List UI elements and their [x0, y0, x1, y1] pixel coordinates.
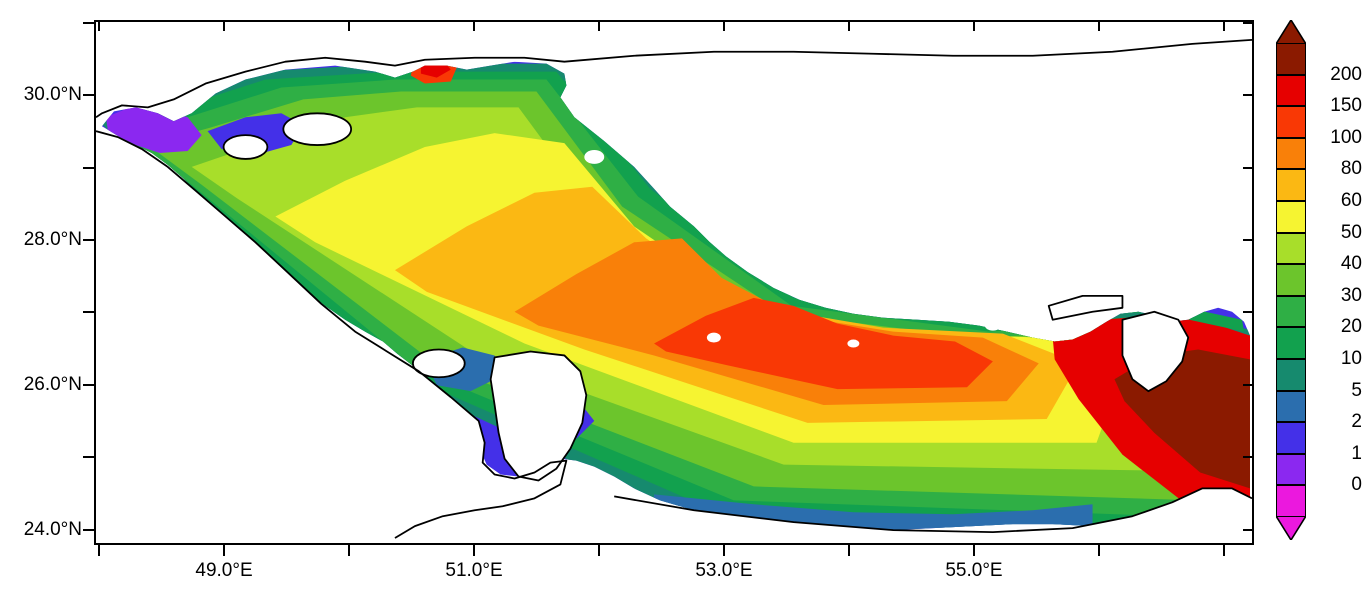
colorbar-tick-label: 20	[1340, 316, 1362, 338]
y-axis-label: 26.0°N	[23, 373, 82, 395]
colorbar-cell	[1276, 264, 1306, 296]
colorbar-tick-label: 50	[1340, 221, 1362, 243]
colorbar-cell	[1276, 74, 1306, 107]
x-axis-label: 51.0°E	[445, 560, 503, 581]
y-axis-tick-minor-right	[1243, 456, 1254, 459]
x-axis-tick-minor-top	[1222, 20, 1225, 31]
x-axis-tick-minor	[1222, 545, 1225, 556]
colorbar-cell	[1276, 169, 1306, 201]
colorbar-tick-label: 2	[1351, 411, 1362, 433]
bathymetry-map	[96, 22, 1252, 543]
y-axis-tick-major-right	[1243, 238, 1254, 241]
y-axis-tick-major	[83, 383, 94, 386]
x-axis-label: 55.0°E	[945, 560, 1003, 581]
x-axis-tick-major	[972, 545, 975, 556]
map-plot-frame	[94, 20, 1254, 545]
colorbar-tick-label: 200	[1330, 63, 1362, 85]
x-axis-tick-minor-top	[97, 20, 100, 31]
colorbar-cell	[1276, 232, 1306, 265]
colorbar-bottom-arrow	[1276, 516, 1306, 540]
x-axis-tick-minor	[597, 545, 600, 556]
x-axis-tick-major-top	[722, 20, 725, 31]
y-axis-label: 28.0°N	[23, 228, 82, 250]
colorbar-cell	[1276, 485, 1306, 517]
x-axis-tick-major	[722, 545, 725, 556]
colorbar-tick-label: 10	[1340, 348, 1362, 369]
y-axis-tick-major	[83, 528, 94, 531]
colorbar-tick-label: 30	[1340, 284, 1362, 306]
x-axis-tick-minor-top	[597, 20, 600, 31]
x-axis-tick-minor	[97, 545, 100, 556]
colorbar-tick-label: 40	[1340, 253, 1362, 275]
y-axis-tick-minor	[83, 21, 94, 24]
colorbar-cell	[1276, 43, 1306, 75]
x-axis-tick-minor	[347, 545, 350, 556]
x-axis-label: 53.0°E	[695, 560, 753, 581]
y-axis-tick-minor	[83, 166, 94, 169]
x-axis-tick-major-top	[473, 20, 476, 31]
y-axis-tick-minor-right	[1243, 311, 1254, 314]
x-axis-tick-minor	[848, 545, 851, 556]
colorbar-cell	[1276, 137, 1306, 170]
y-axis-tick-major-right	[1243, 383, 1254, 386]
coastline	[96, 38, 1252, 539]
colorbar-tick-label: 0	[1351, 474, 1362, 496]
colorbar-cell	[1276, 327, 1306, 359]
colorbar-tick-label: 1	[1351, 442, 1362, 464]
colorbar-top-arrow	[1276, 20, 1306, 44]
y-axis-tick-minor-right	[1243, 21, 1254, 24]
colorbar-cell	[1276, 359, 1306, 391]
y-axis-tick-major-right	[1243, 94, 1254, 97]
y-axis-tick-minor	[83, 311, 94, 314]
y-axis-tick-major-right	[1243, 528, 1254, 531]
x-axis-tick-minor-top	[848, 20, 851, 31]
y-axis-tick-major	[83, 238, 94, 241]
x-axis-tick-major-top	[972, 20, 975, 31]
x-axis-tick-minor-top	[1098, 20, 1101, 31]
colorbar-cell	[1276, 201, 1306, 233]
x-axis-tick-major	[223, 545, 226, 556]
colorbar-tick-label: 150	[1330, 95, 1362, 117]
colorbar-cell	[1276, 295, 1306, 328]
colorbar-cell	[1276, 390, 1306, 423]
y-axis-tick-major	[83, 94, 94, 97]
y-axis-label: 24.0°N	[23, 518, 82, 540]
colorbar-cell	[1276, 422, 1306, 454]
colorbar-tick-label: 80	[1340, 158, 1362, 180]
land-mask	[96, 22, 1252, 543]
colorbar-tick-label: 5	[1351, 379, 1362, 401]
colorbar-tick-label: 100	[1330, 126, 1362, 148]
y-axis-tick-minor	[83, 456, 94, 459]
x-axis-tick-minor	[1098, 545, 1101, 556]
x-axis-label: 49.0°E	[195, 560, 253, 581]
colorbar-cell	[1276, 453, 1306, 486]
x-axis-tick-major-top	[223, 20, 226, 31]
colorbar-cell	[1276, 106, 1306, 138]
x-axis-tick-minor-top	[347, 20, 350, 31]
y-axis-tick-minor-right	[1243, 166, 1254, 169]
colorbar	[1276, 20, 1306, 540]
x-axis-tick-major	[473, 545, 476, 556]
colorbar-tick-label: 60	[1340, 190, 1362, 211]
y-axis-label: 30.0°N	[23, 84, 82, 106]
